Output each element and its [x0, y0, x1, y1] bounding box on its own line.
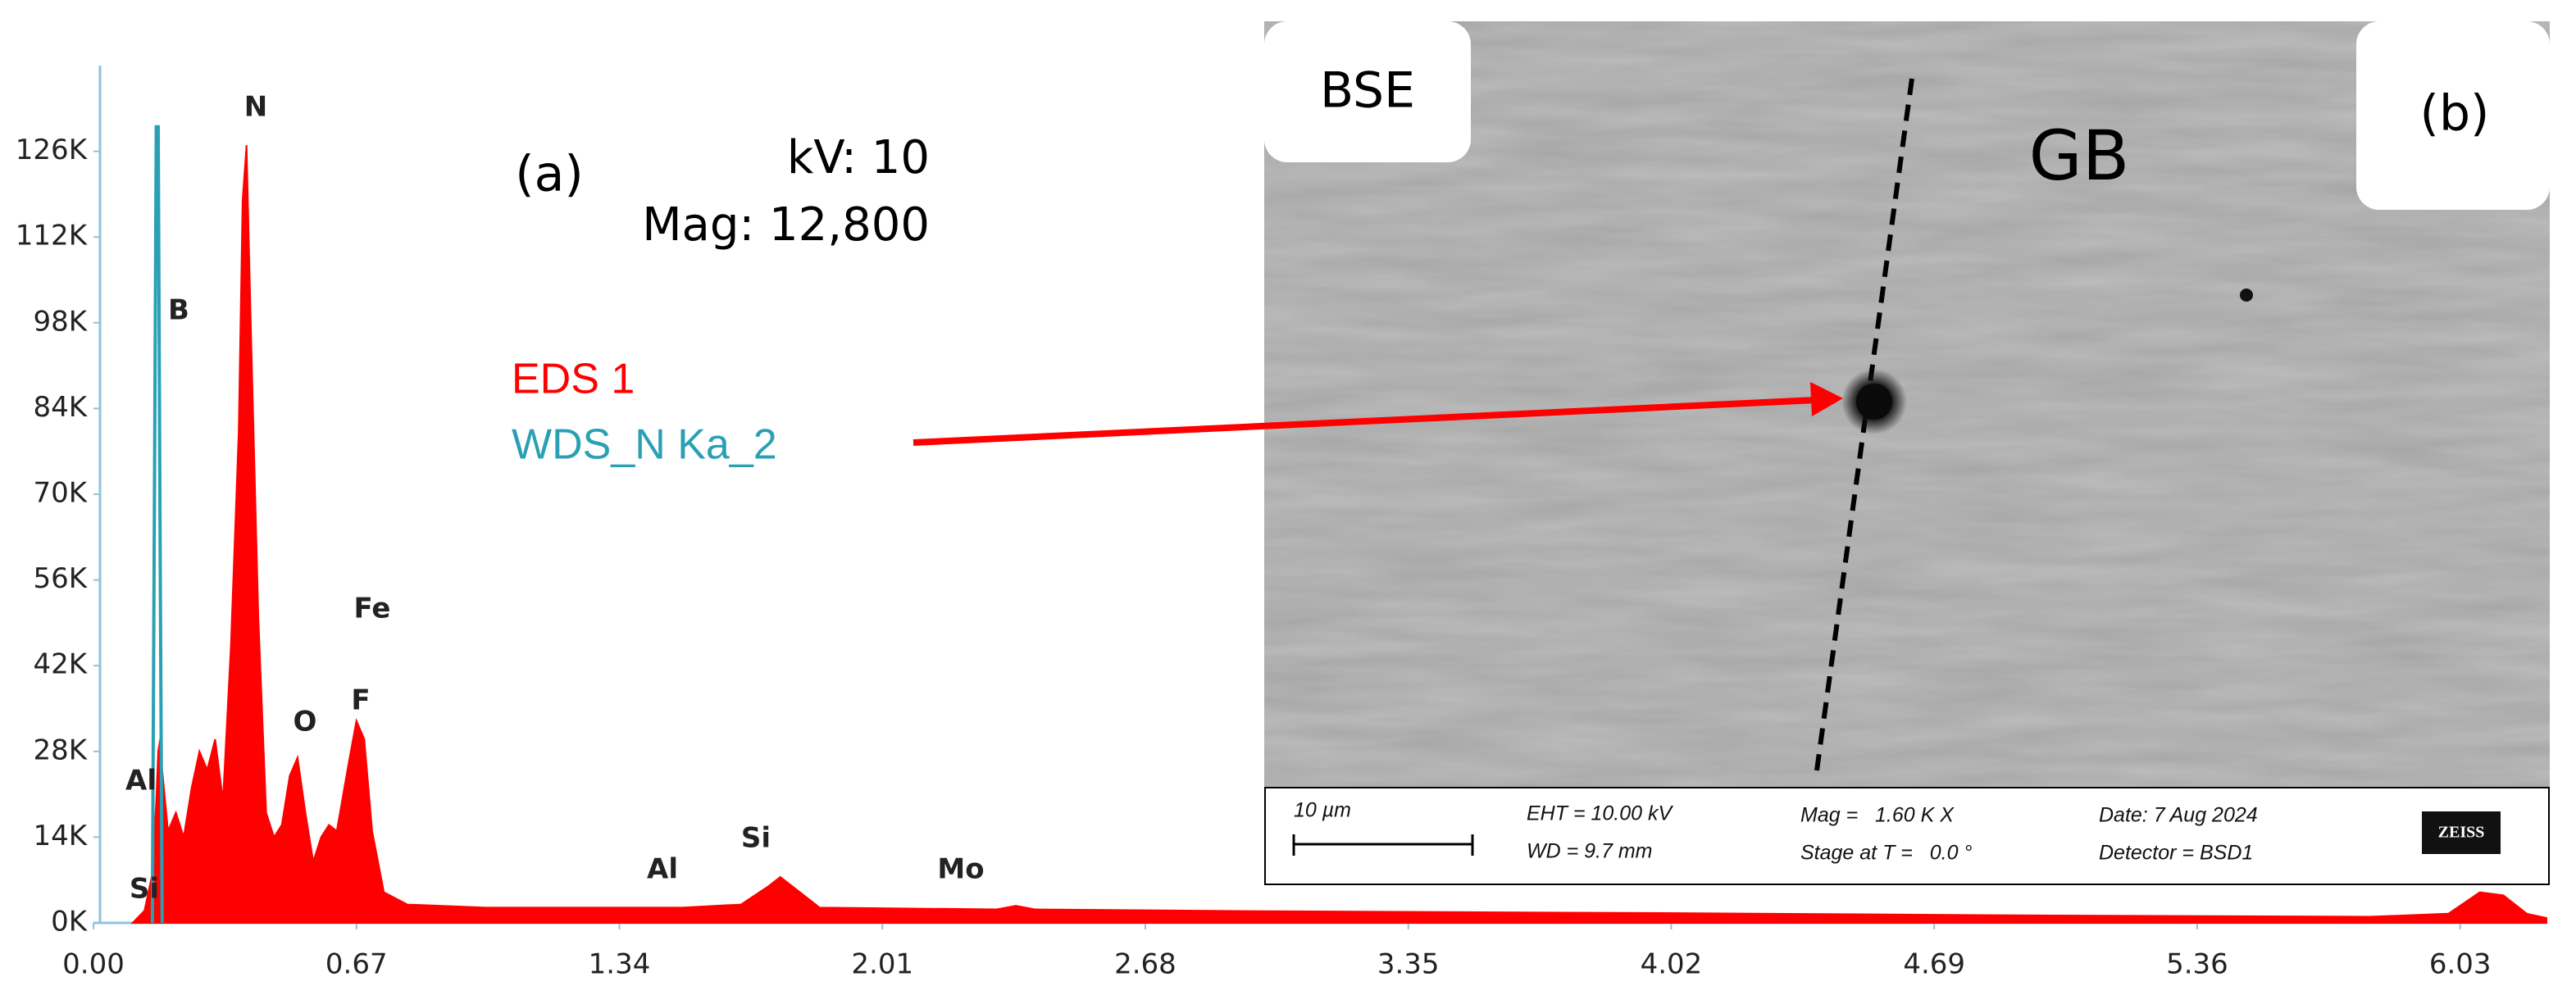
y-tick-label: 126K — [16, 134, 89, 166]
y-tick-label: 14K — [33, 820, 88, 852]
scale-text: 10 µm — [1294, 799, 1351, 822]
y-tick-label: 98K — [33, 305, 88, 338]
mode-label: BSE — [1320, 62, 1415, 120]
peak-label: Al — [647, 853, 678, 886]
arrow-head — [1810, 382, 1843, 416]
x-tick-label: 1.34 — [589, 948, 651, 981]
x-tick-label: 0.00 — [62, 948, 125, 981]
x-tick-label: 5.36 — [2166, 948, 2228, 981]
peak-label: Si — [130, 873, 159, 906]
legend-entry: EDS 1 — [512, 356, 635, 403]
spectrum-chart: 0K 14K 28K 42K 56K 70K 84K 98K 112K 126K 0.00 0.67 1… — [16, 66, 2547, 981]
y-tick-label: 56K — [33, 562, 88, 595]
series-line — [150, 125, 164, 924]
peak-label: Si — [741, 822, 771, 855]
x-tick-label: 2.01 — [851, 948, 913, 981]
sem-texture — [1264, 21, 2550, 787]
peak-label: F — [351, 684, 370, 717]
mag-text: Mag = 1.60 K X — [1800, 804, 1955, 827]
series-area — [130, 145, 2547, 924]
scale-bar — [1292, 834, 1474, 856]
label-box — [2356, 21, 2550, 210]
panel-label: (b) — [2420, 85, 2490, 143]
y-tick-label: 84K — [33, 391, 88, 424]
eht-text: EHT = 10.00 kV — [1527, 802, 1673, 825]
x-tick-label: 3.35 — [1377, 948, 1440, 981]
y-tick-label: 70K — [33, 477, 88, 510]
detector-text: Detector = BSD1 — [2099, 842, 2253, 865]
legend-entry: WDS_N Ka_2 — [512, 421, 777, 469]
settings-text: Mag: 12,800 — [642, 198, 930, 252]
label-box — [1264, 21, 1471, 162]
stage-text: Stage at T = 0.0 ° — [1800, 842, 1972, 865]
panel-label: (a) — [515, 146, 584, 203]
info-bar — [1264, 787, 2550, 885]
peak-label: B — [168, 294, 189, 327]
peak-label: O — [294, 706, 317, 738]
settings-text: kV: 10 — [787, 131, 930, 184]
x-tick-label: 0.67 — [325, 948, 388, 981]
y-tick-label: 0K — [51, 906, 89, 938]
x-tick-label: 4.02 — [1641, 948, 1703, 981]
x-tick-label: 2.68 — [1114, 948, 1176, 981]
logo-box — [2422, 811, 2501, 854]
y-tick-label: 28K — [33, 734, 88, 766]
wd-text: WD = 9.7 mm — [1527, 840, 1653, 863]
y-tick-label: 112K — [16, 220, 89, 252]
particle — [2240, 289, 2253, 302]
arrow-line — [913, 397, 1818, 446]
y-tick-label: 42K — [33, 648, 88, 681]
peak-label: Mo — [937, 853, 984, 886]
x-tick-label: 4.69 — [1903, 948, 1965, 981]
x-tick-label: 6.03 — [2429, 948, 2492, 981]
peak-label: N — [244, 91, 267, 124]
sem-panel: BSE (b) GB 10 µm EHT = 10.00 kV WD = 9.7… — [1264, 21, 2550, 885]
inclusion-core — [1856, 384, 1892, 420]
logo: ZEISS — [2438, 824, 2485, 842]
peak-label: Al — [125, 765, 157, 797]
peak-label: Fe — [354, 593, 391, 625]
date-text: Date: 7 Aug 2024 — [2099, 804, 2258, 827]
feature-label: GB — [2029, 116, 2130, 196]
